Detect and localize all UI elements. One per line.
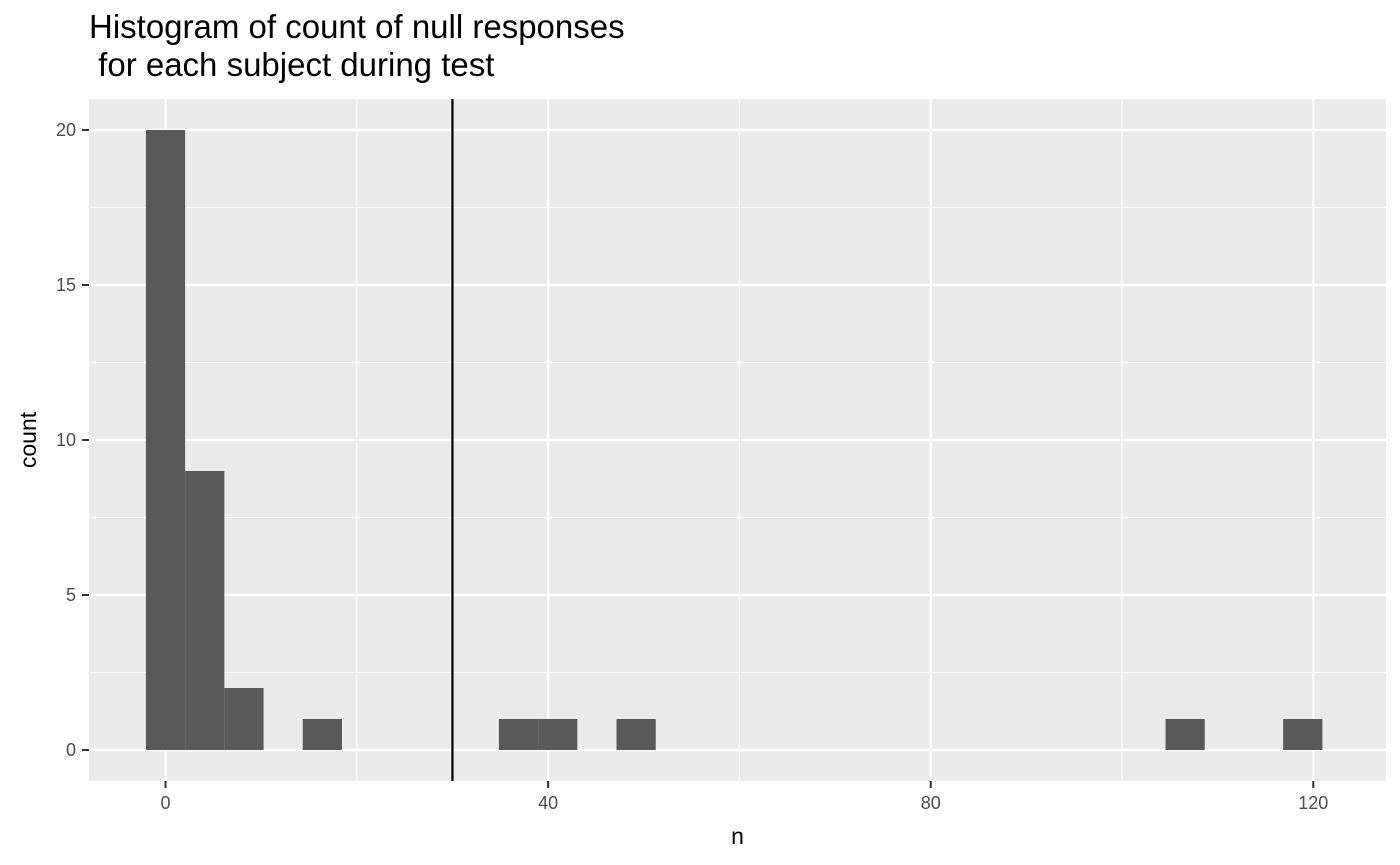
histogram-bar [145,130,186,750]
y-axis-label: count [15,411,41,468]
histogram-bars [145,130,1323,750]
x-axis: 0 40 80 120 [161,781,1328,813]
histogram-bar [616,719,656,750]
y-tick-label: 5 [66,585,76,605]
y-tick-label: 15 [56,275,76,295]
histogram-bar [1165,719,1205,750]
histogram-bar [224,688,264,750]
chart-title-line-1: Histogram of count of null responses [89,8,625,45]
histogram-bar [1283,719,1323,750]
y-axis: 0 5 10 15 20 [56,120,89,760]
histogram-bar [185,471,225,750]
histogram-bar [498,719,539,750]
y-tick-label: 10 [56,430,76,450]
y-tick-label: 20 [56,120,76,140]
histogram-bar [538,719,578,750]
x-tick-label: 120 [1298,793,1328,813]
histogram-bar [302,719,342,750]
y-tick-label: 0 [66,740,76,760]
x-tick-label: 80 [921,793,941,813]
chart-title: Histogram of count of null responses for… [89,8,625,84]
chart-title-line-2: for each subject during test [89,46,495,83]
x-tick-label: 0 [161,793,171,813]
x-axis-label: n [731,823,744,849]
x-tick-label: 40 [538,793,558,813]
